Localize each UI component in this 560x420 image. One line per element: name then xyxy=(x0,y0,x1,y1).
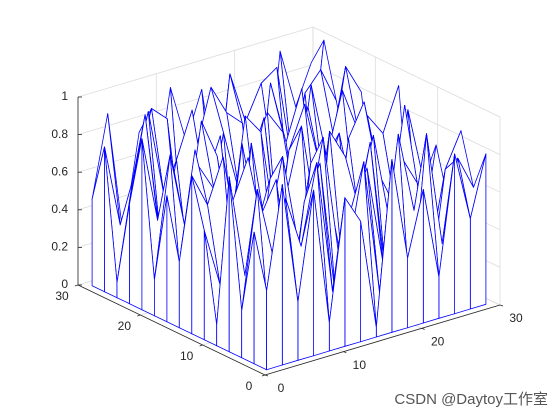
x-tick-label: 20 xyxy=(431,335,445,349)
curtain-face xyxy=(266,184,283,371)
grid-line xyxy=(77,26,314,98)
x-tick xyxy=(499,304,504,307)
grid-line xyxy=(312,26,501,118)
y-tick-label: 10 xyxy=(180,349,194,363)
z-tick-label: 1 xyxy=(61,89,68,103)
y-tick-label: 0 xyxy=(246,379,253,393)
x-tick-label: 30 xyxy=(509,311,523,325)
z-tick-label: 0 xyxy=(61,277,68,291)
curtain-face xyxy=(344,196,362,347)
watermark: CSDN @Daytoy工作室 xyxy=(394,391,548,408)
x-tick-label: 10 xyxy=(353,358,367,372)
y-tick xyxy=(74,284,79,287)
y-tick xyxy=(261,374,266,377)
z-tick-label: 0.4 xyxy=(51,202,68,216)
x-tick xyxy=(421,327,425,330)
z-tick-label: 0.8 xyxy=(51,127,68,141)
z-tick-label: 0.2 xyxy=(51,240,68,254)
y-tick xyxy=(137,314,141,317)
x-tick xyxy=(264,374,269,377)
y-axis xyxy=(77,284,266,376)
z-tick-label: 0.6 xyxy=(51,164,68,178)
x-axis xyxy=(264,304,501,376)
y-tick xyxy=(199,344,203,347)
y-tick-label: 30 xyxy=(55,289,69,303)
x-tick-label: 0 xyxy=(278,381,285,395)
y-tick-label: 20 xyxy=(118,319,132,333)
x-tick xyxy=(343,351,347,354)
